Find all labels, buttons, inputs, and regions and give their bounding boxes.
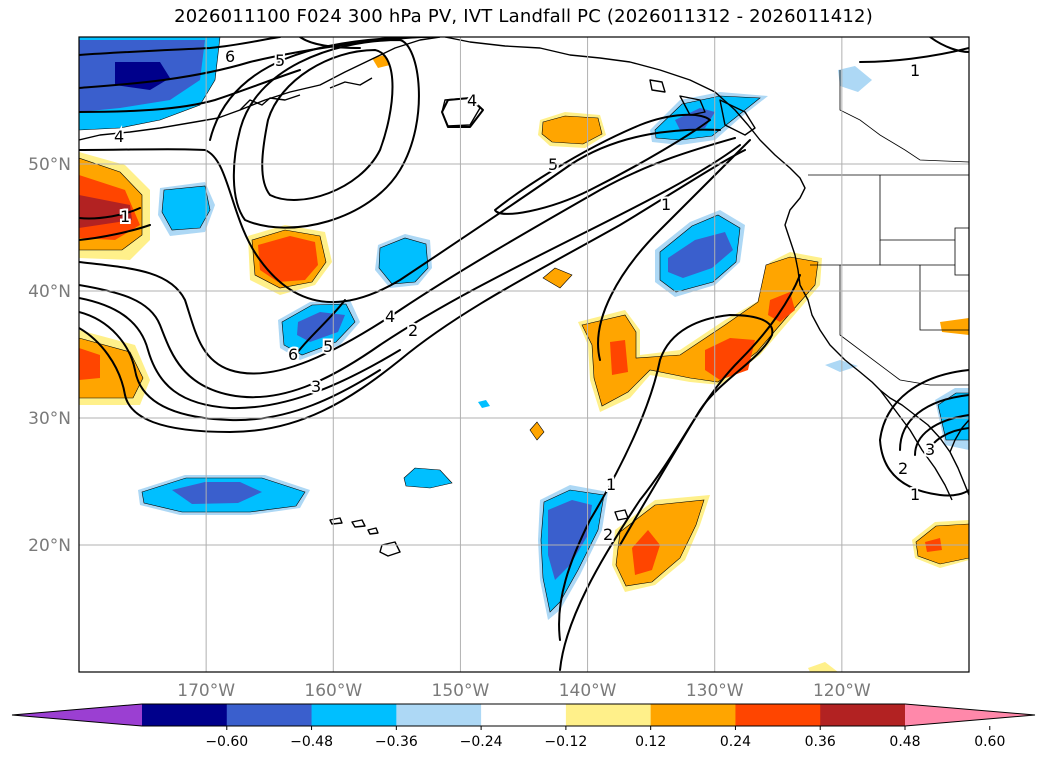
map-frame: [78, 36, 970, 673]
map-background: [79, 37, 969, 672]
lat-tick-label: 50°N: [28, 155, 71, 175]
positive-anomaly-163w: [248, 225, 332, 295]
political-borders: [808, 70, 969, 386]
lon-tick-label: 150°W: [432, 681, 490, 701]
coastlines: [79, 37, 969, 557]
contour-label: 2: [898, 459, 908, 478]
colorbar: [11, 703, 1036, 727]
figure-title: 2026011100 F024 300 hPa PV, IVT Landfall…: [174, 6, 873, 27]
positive-anomaly-143w: [529, 421, 545, 441]
lon-tick-label: 120°W: [813, 681, 871, 701]
contour-label: 2: [408, 321, 418, 340]
colorbar-segment: [142, 704, 228, 726]
contour-label: 4: [114, 127, 124, 146]
lon-tick-label: 160°W: [304, 681, 362, 701]
colorbar-extend-max: [905, 704, 1035, 726]
colorbar-tick-label: −0.36: [375, 734, 418, 750]
positive-anomaly-144w: [538, 112, 606, 148]
longitude-labels: 170°W 160°W 150°W 140°W 130°W 120°W: [177, 681, 871, 701]
colorbar-segment: [226, 704, 313, 726]
colorbar-labels: −0.60 −0.48 −0.36 −0.24 −0.12 0.12 0.24 0.36 0.4…: [205, 726, 1005, 750]
colorbar-segment: [820, 704, 906, 726]
colorbar-tick-label: −0.60: [205, 734, 248, 750]
contour-label: 5: [275, 51, 285, 70]
contour-label: 4: [385, 307, 395, 326]
positive-anomaly-114w: [912, 520, 969, 568]
lat-tick-label: 20°N: [28, 536, 71, 556]
positive-anomaly-south: [808, 662, 838, 672]
negative-anomaly-168w: [158, 182, 215, 236]
contour-label: 1: [606, 475, 616, 494]
positive-anomaly-california: [578, 252, 822, 412]
latitude-labels: 20°N 30°N 40°N 50°N: [28, 155, 71, 556]
colorbar-segment: [311, 704, 397, 726]
pv-contours: [79, 37, 969, 671]
contour-label: 6: [288, 345, 298, 364]
negative-anomaly-148w: [478, 400, 490, 408]
colorbar-segment: [481, 704, 567, 726]
negative-anomaly-153w: [375, 234, 432, 288]
contour-labels: 6 5 4 4 1 5 1 4 2 5 6 3 1 1 2 3 2 1: [112, 45, 937, 546]
colorbar-tick-label: −0.48: [290, 734, 333, 750]
gridlines: [79, 37, 969, 672]
contour-label: 1: [120, 207, 130, 226]
negative-anomaly-165w: [138, 475, 310, 515]
colorbar-segment: [650, 704, 736, 726]
contour-label: 2: [603, 525, 613, 544]
negative-anomaly-133w: [655, 210, 745, 297]
colorbar-tick-label: −0.12: [544, 734, 587, 750]
lat-tick-label: 40°N: [28, 282, 71, 302]
colorbar-outline: [11, 703, 1036, 727]
map-content: 6 5 4 4 1 5 1 4 2 5 6 3 1 1 2 3 2 1: [79, 37, 969, 672]
lat-tick-label: 30°N: [28, 409, 71, 429]
colorbar-segment: [565, 704, 652, 726]
lon-tick-label: 130°W: [686, 681, 744, 701]
negative-anomaly-121w: [838, 66, 872, 92]
shaded-anomalies: [79, 37, 969, 672]
contour-label: 1: [910, 485, 920, 504]
contour-label: 5: [323, 337, 333, 356]
colorbar-segment: [396, 704, 482, 726]
negative-anomaly-151w: [403, 467, 453, 489]
positive-anomaly-133w: [612, 495, 710, 592]
contour-label: 4: [467, 91, 477, 110]
colorbar-tick-label: 0.36: [805, 734, 836, 750]
contour-label: 6: [225, 47, 235, 66]
contour-label: 3: [311, 377, 321, 396]
colorbar-tick-label: 0.24: [720, 734, 751, 750]
contour-label: 3: [925, 440, 935, 459]
contour-label: 1: [661, 195, 671, 214]
lon-tick-label: 170°W: [177, 681, 235, 701]
colorbar-extend-min: [12, 704, 142, 726]
positive-anomaly-w47: [79, 152, 150, 260]
colorbar-segment: [735, 704, 821, 726]
colorbar-tick-label: 0.12: [635, 734, 666, 750]
colorbar-tick-label: 0.60: [974, 734, 1005, 750]
colorbar-tick-label: −0.24: [460, 734, 503, 750]
contour-label: 1: [910, 61, 920, 80]
lon-tick-label: 140°W: [559, 681, 617, 701]
positive-anomaly-142w: [542, 267, 573, 289]
positive-anomaly-w35: [79, 330, 150, 405]
positive-anomaly-110w: [940, 318, 969, 335]
colorbar-tick-label: 0.48: [889, 734, 920, 750]
